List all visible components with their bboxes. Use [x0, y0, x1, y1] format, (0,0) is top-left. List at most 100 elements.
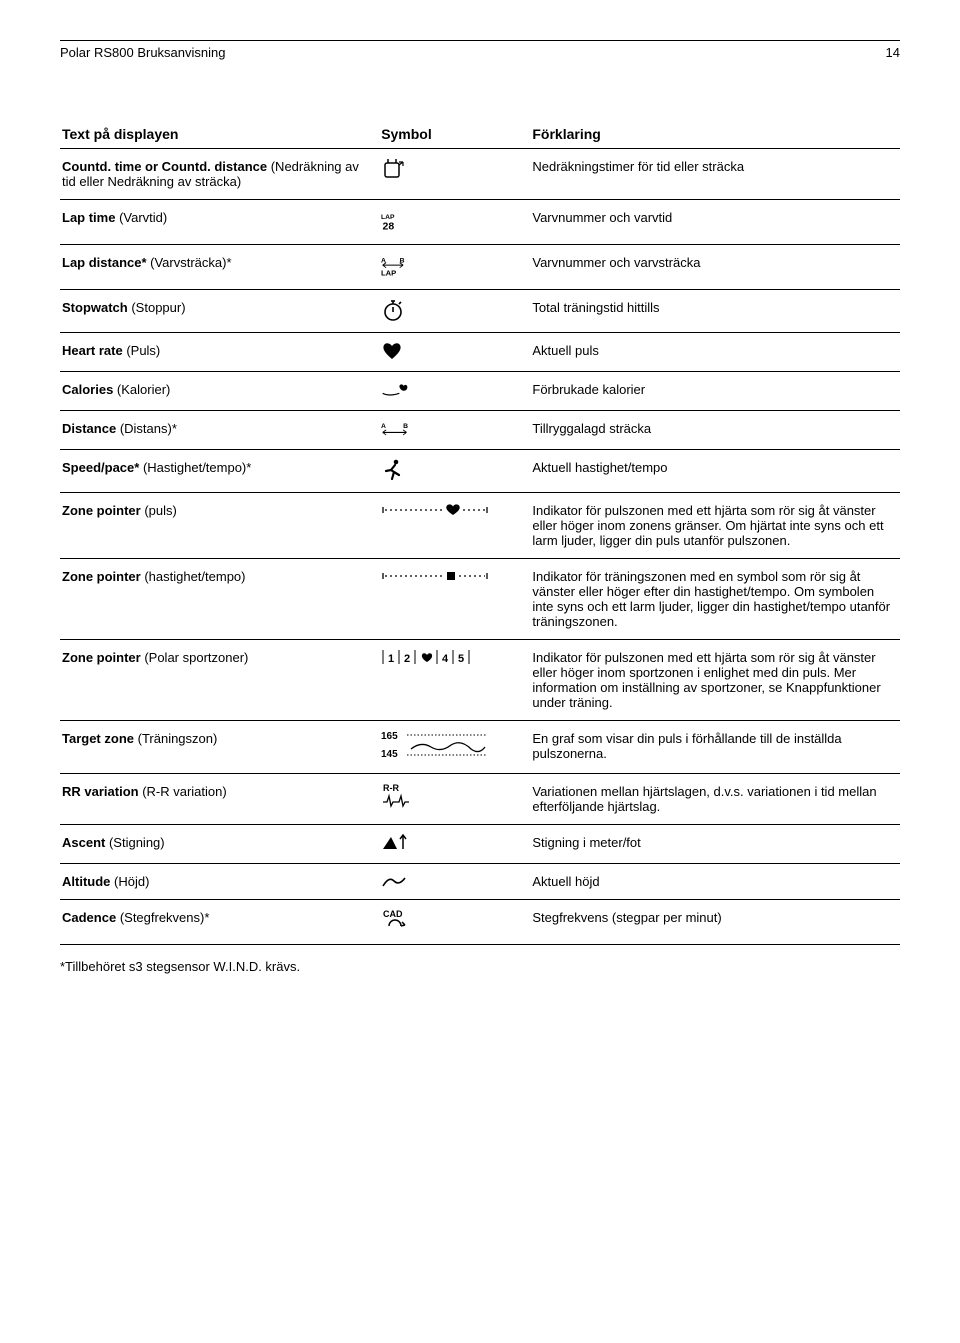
- row-label: Countd. time or Countd. distance (Nedräk…: [60, 149, 379, 200]
- row-label: Heart rate (Puls): [60, 333, 379, 372]
- row-label-rest: (hastighet/tempo): [141, 569, 246, 584]
- zoneheart-icon: [379, 493, 530, 559]
- svg-text:165: 165: [381, 731, 398, 742]
- row-desc: Aktuell hastighet/tempo: [530, 450, 900, 493]
- symbol-table: Text på displayen Symbol Förklaring Coun…: [60, 120, 900, 945]
- table-row: Ascent (Stigning) Stigning i meter/fot: [60, 825, 900, 864]
- row-label-bold: Target zone: [62, 731, 134, 746]
- row-label-bold: Lap distance*: [62, 255, 147, 270]
- table-row: Zone pointer (Polar sportzoner)1245Indik…: [60, 640, 900, 721]
- svg-text:B: B: [403, 423, 408, 430]
- sportzones-icon: 1245: [379, 640, 530, 721]
- row-label: Distance (Distans)*: [60, 411, 379, 450]
- lap28-icon: LAP28: [379, 200, 530, 245]
- row-label: Ascent (Stigning): [60, 825, 379, 864]
- row-label-rest: (Varvtid): [115, 210, 167, 225]
- row-label-bold: Zone pointer: [62, 569, 141, 584]
- row-label: Target zone (Träningszon): [60, 721, 379, 774]
- row-label-bold: Ascent: [62, 835, 105, 850]
- row-desc: Nedräkningstimer för tid eller sträcka: [530, 149, 900, 200]
- row-label-bold: Cadence: [62, 910, 116, 925]
- calories-icon: [379, 372, 530, 411]
- row-label-bold: Heart rate: [62, 343, 123, 358]
- row-desc: Stegfrekvens (stegpar per minut): [530, 900, 900, 945]
- row-label-rest: (Hastighet/tempo)*: [139, 460, 251, 475]
- stopwatch-icon: [379, 290, 530, 333]
- distance-icon: AB: [379, 411, 530, 450]
- altitude-icon: [379, 864, 530, 900]
- row-label-bold: Zone pointer: [62, 650, 141, 665]
- table-row: Zone pointer (puls)Indikator för pulszon…: [60, 493, 900, 559]
- row-label: Altitude (Höjd): [60, 864, 379, 900]
- table-row: RR variation (R-R variation) R-R Variation…: [60, 774, 900, 825]
- table-row: Altitude (Höjd) Aktuell höjd: [60, 864, 900, 900]
- row-label-rest: (puls): [141, 503, 177, 518]
- row-label-rest: (Distans)*: [116, 421, 177, 436]
- table-row: Distance (Distans)*ABTillryggalagd sträc…: [60, 411, 900, 450]
- row-label: Cadence (Stegfrekvens)*: [60, 900, 379, 945]
- row-label-bold: RR variation: [62, 784, 139, 799]
- row-label: RR variation (R-R variation): [60, 774, 379, 825]
- lapdist-icon: ABLAP: [379, 245, 530, 290]
- row-label-bold: Countd. time or Countd. distance: [62, 159, 267, 174]
- svg-text:A: A: [381, 423, 386, 430]
- row-label-rest: (R-R variation): [139, 784, 227, 799]
- row-label-rest: (Höjd): [110, 874, 149, 889]
- row-desc: Förbrukade kalorier: [530, 372, 900, 411]
- table-row: Zone pointer (hastighet/tempo) Indikator …: [60, 559, 900, 640]
- row-label-bold: Speed/pace*: [62, 460, 139, 475]
- col-header-symbol: Symbol: [379, 120, 530, 149]
- svg-text:2: 2: [404, 653, 410, 665]
- runner-icon: [379, 450, 530, 493]
- row-label-bold: Lap time: [62, 210, 115, 225]
- row-label: Lap time (Varvtid): [60, 200, 379, 245]
- row-desc: Indikator för träningszonen med en symbo…: [530, 559, 900, 640]
- table-row: Calories (Kalorier)Förbrukade kalorier: [60, 372, 900, 411]
- targetzone-icon: 165 145: [379, 721, 530, 774]
- row-label: Lap distance* (Varvsträcka)*: [60, 245, 379, 290]
- row-label: Zone pointer (puls): [60, 493, 379, 559]
- row-desc: Varvnummer och varvsträcka: [530, 245, 900, 290]
- footnote: *Tillbehöret s3 stegsensor W.I.N.D. kräv…: [60, 959, 900, 974]
- svg-text:5: 5: [458, 653, 464, 665]
- svg-text:145: 145: [381, 749, 398, 760]
- table-row: Countd. time or Countd. distance (Nedräk…: [60, 149, 900, 200]
- svg-text:CAD: CAD: [383, 909, 403, 919]
- page-header: Polar RS800 Bruksanvisning 14: [60, 40, 900, 60]
- table-row: Target zone (Träningszon)165145En graf s…: [60, 721, 900, 774]
- row-label-bold: Distance: [62, 421, 116, 436]
- table-row: Heart rate (Puls) Aktuell puls: [60, 333, 900, 372]
- row-desc: Indikator för pulszonen med ett hjärta s…: [530, 640, 900, 721]
- row-label-rest: (Varvsträcka)*: [147, 255, 232, 270]
- svg-text:28: 28: [383, 220, 395, 232]
- table-row: Cadence (Stegfrekvens)* CAD Stegfrekvens (…: [60, 900, 900, 945]
- rr-icon: R-R: [379, 774, 530, 825]
- row-label: Speed/pace* (Hastighet/tempo)*: [60, 450, 379, 493]
- countdown-icon: [379, 149, 530, 200]
- svg-text:1: 1: [388, 653, 394, 665]
- svg-text:R-R: R-R: [383, 783, 399, 793]
- row-desc: Total träningstid hittills: [530, 290, 900, 333]
- row-desc: Stigning i meter/fot: [530, 825, 900, 864]
- row-desc: Aktuell höjd: [530, 864, 900, 900]
- table-row: Lap distance* (Varvsträcka)*ABLAPVarvnum…: [60, 245, 900, 290]
- zonedot-icon: [379, 559, 530, 640]
- row-desc: Variationen mellan hjärtslagen, d.v.s. v…: [530, 774, 900, 825]
- table-header-row: Text på displayen Symbol Förklaring: [60, 120, 900, 149]
- row-label-rest: (Stoppur): [128, 300, 186, 315]
- row-label-rest: (Puls): [123, 343, 161, 358]
- cadence-icon: CAD: [379, 900, 530, 945]
- ascent-icon: [379, 825, 530, 864]
- row-desc: Varvnummer och varvtid: [530, 200, 900, 245]
- row-label-rest: (Kalorier): [113, 382, 170, 397]
- row-label: Zone pointer (hastighet/tempo): [60, 559, 379, 640]
- table-row: Speed/pace* (Hastighet/tempo)* Aktuell ha…: [60, 450, 900, 493]
- header-page-number: 14: [886, 45, 900, 60]
- heart-icon: [379, 333, 530, 372]
- row-label-bold: Zone pointer: [62, 503, 141, 518]
- col-header-desc: Förklaring: [530, 120, 900, 149]
- row-label-rest: (Stigning): [105, 835, 164, 850]
- row-label: Zone pointer (Polar sportzoner): [60, 640, 379, 721]
- page: Polar RS800 Bruksanvisning 14 Text på di…: [0, 0, 960, 1014]
- row-desc: Aktuell puls: [530, 333, 900, 372]
